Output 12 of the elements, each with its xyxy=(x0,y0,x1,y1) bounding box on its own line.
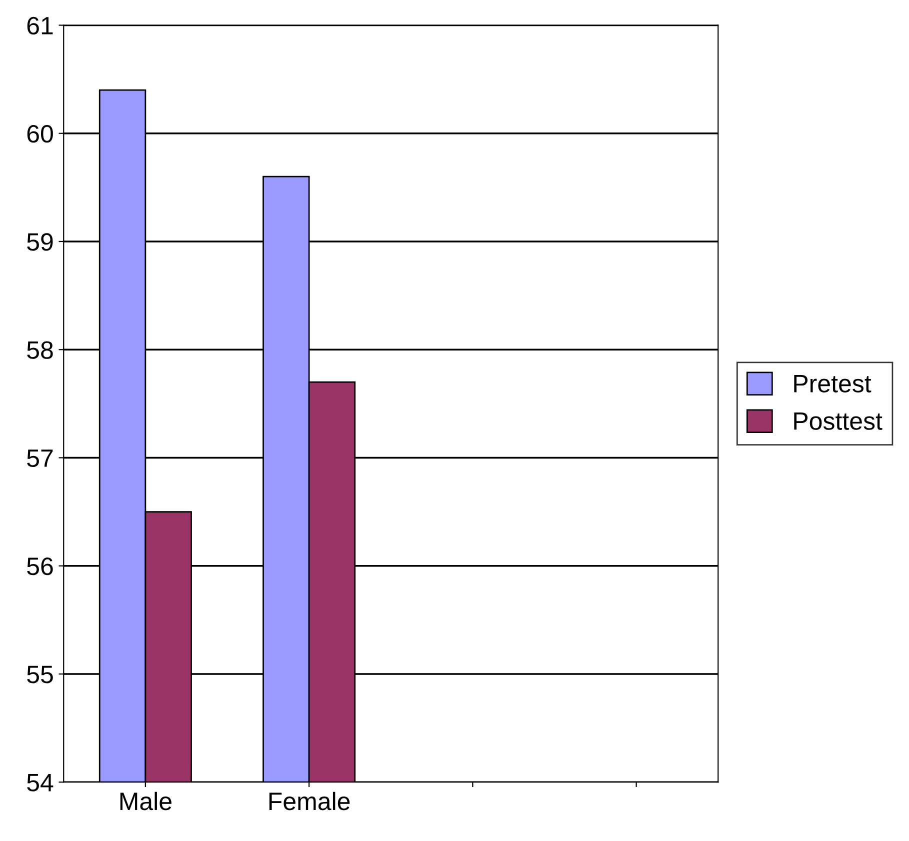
y-tick-label: 58 xyxy=(27,341,53,359)
y-tick-label: 56 xyxy=(27,557,53,576)
y-tick-label: 61 xyxy=(27,16,53,35)
legend-label: Pretest xyxy=(794,375,872,392)
legend-label: Posttest xyxy=(794,412,882,430)
y-tick-label: 54 xyxy=(27,774,54,792)
y-tick-label: 55 xyxy=(27,666,53,684)
x-tick-label: Female xyxy=(269,792,350,810)
x-tick-label: Male xyxy=(120,792,172,810)
y-tick-label: 57 xyxy=(27,450,53,468)
y-tick-label: 59 xyxy=(27,233,53,251)
y-tick-label: 60 xyxy=(27,124,53,143)
